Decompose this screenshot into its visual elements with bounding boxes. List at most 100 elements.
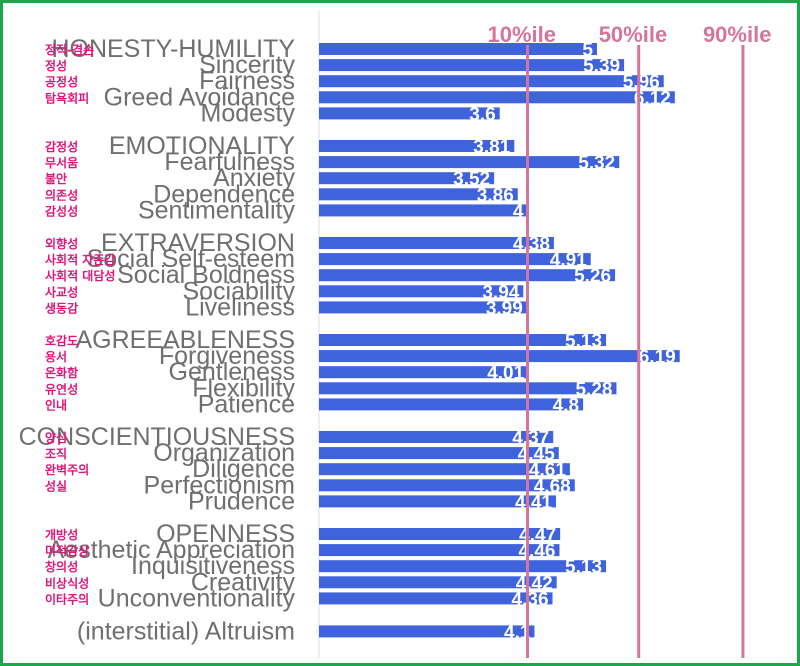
value-label-6: 5.32	[578, 153, 615, 174]
value-label-15: 5.13	[565, 331, 602, 352]
category-label-18: Flexibility	[192, 374, 295, 402]
category-label-1: Sincerity	[199, 51, 295, 79]
value-label-0: 5	[582, 40, 593, 61]
bar-11	[319, 253, 591, 266]
category-label-11: Social Self-esteem	[87, 245, 295, 273]
korean-label-2: 공정성	[45, 74, 78, 89]
value-label-23: 4.68	[534, 476, 571, 497]
category-label-22: Diligence	[192, 455, 295, 483]
value-label-29: 4.36	[512, 589, 549, 610]
bar-12	[319, 269, 616, 282]
korean-label-21: 조직	[45, 446, 67, 461]
bar-2	[319, 75, 664, 88]
category-label-25: OPENNESS	[156, 520, 295, 548]
bar-24	[319, 495, 556, 508]
value-label-18: 5.28	[575, 379, 612, 400]
korean-label-28: 비상식성	[45, 575, 89, 590]
bar-19	[319, 398, 584, 411]
category-label-16: Forgiveness	[159, 342, 295, 370]
korean-label-12: 사회적 대담성	[45, 268, 115, 283]
bar-14	[319, 301, 527, 314]
percentile-label-0: 10%ile	[488, 22, 557, 47]
category-label-9: Sentimentality	[138, 196, 296, 224]
bar-21	[319, 447, 559, 460]
korean-label-13: 사교성	[45, 284, 78, 299]
percentile-label-1: 50%ile	[599, 22, 668, 47]
korean-label-19: 인내	[45, 397, 67, 412]
korean-label-0: 정직-겸손	[45, 42, 94, 57]
bar-25	[319, 528, 561, 540]
percentile-label-2: 90%ile	[703, 22, 772, 47]
category-label-23: Perfectionism	[144, 471, 295, 499]
value-label-22: 4.61	[529, 460, 566, 481]
value-label-13: 3.94	[482, 282, 519, 303]
korean-label-9: 감성성	[45, 203, 78, 218]
value-label-12: 5.26	[574, 266, 611, 287]
category-label-28: Creativity	[191, 568, 296, 596]
bar-extra	[319, 625, 535, 638]
value-label-10: 4.38	[513, 234, 550, 255]
korean-label-27: 창의성	[45, 559, 78, 574]
bar-27	[319, 560, 607, 573]
bar-1	[319, 59, 625, 72]
korean-label-15: 호감도	[45, 333, 78, 348]
value-label-9: 4	[513, 201, 524, 222]
category-label-27: Inquisitiveness	[131, 552, 295, 580]
value-label-16: 6.19	[639, 347, 676, 368]
bar-16	[319, 350, 680, 363]
bar-23	[319, 479, 575, 492]
category-label-26: Aesthetic Appreciation	[48, 536, 295, 564]
korean-label-6: 무서움	[45, 155, 78, 170]
bar-6	[319, 156, 620, 169]
bar-28	[319, 576, 557, 589]
category-label-0: HONESTY-HUMILITY	[51, 35, 295, 63]
category-label-extra: (interstitial) Altruism	[77, 617, 295, 645]
value-label-2: 5.96	[623, 72, 660, 93]
bar-13	[319, 285, 524, 298]
bar-20	[319, 431, 554, 443]
category-label-20: CONSCIENTIOUSNESS	[19, 423, 295, 451]
category-label-24: Prudence	[188, 487, 295, 515]
value-label-20: 4.37	[512, 428, 549, 449]
category-label-3: Greed Avoidance	[104, 83, 295, 111]
korean-label-22: 완벽주의	[45, 462, 89, 477]
bar-26	[319, 544, 560, 557]
korean-label-23: 성실	[45, 478, 67, 493]
category-label-13: Sociability	[182, 277, 295, 305]
category-label-17: Gentleness	[169, 358, 295, 386]
bar-22	[319, 463, 570, 476]
value-label-27: 5.13	[565, 557, 602, 578]
category-label-7: Anxiety	[213, 164, 295, 192]
value-label-19: 4.8	[553, 395, 579, 416]
category-label-8: Dependence	[153, 180, 295, 208]
korean-label-29: 이타주의	[45, 591, 89, 606]
category-label-15: AGREEABLENESS	[75, 326, 295, 354]
category-label-6: Fearfulness	[164, 148, 295, 176]
bar-17	[319, 366, 529, 379]
korean-label-8: 의존성	[45, 187, 78, 202]
bar-18	[319, 382, 617, 395]
value-label-5: 3.81	[473, 137, 510, 158]
korean-label-18: 유연성	[45, 381, 78, 396]
bar-7	[319, 172, 495, 185]
category-label-12: Social Boldness	[117, 261, 295, 289]
value-label-24: 4.41	[515, 492, 552, 513]
korean-label-25: 개방성	[45, 527, 78, 542]
value-label-extra: 4.1	[504, 622, 531, 643]
korean-label-14: 생동감	[45, 300, 78, 315]
korean-label-17: 온화함	[45, 365, 78, 380]
korean-label-11: 사회적 자존감	[45, 252, 115, 267]
category-label-10: EXTRAVERSION	[101, 229, 295, 257]
bar-10	[319, 237, 554, 249]
value-label-1: 5.39	[583, 56, 620, 77]
korean-label-3: 탐욕회피	[45, 90, 89, 105]
value-label-7: 3.52	[453, 169, 490, 190]
category-label-2: Fairness	[199, 67, 295, 95]
korean-label-20: 양심	[45, 430, 67, 445]
value-label-11: 4.91	[550, 250, 587, 271]
korean-label-1: 정성	[45, 58, 67, 73]
bar-5	[319, 140, 515, 152]
category-label-29: Unconventionality	[98, 584, 296, 612]
value-label-4: 3.6	[469, 104, 495, 125]
